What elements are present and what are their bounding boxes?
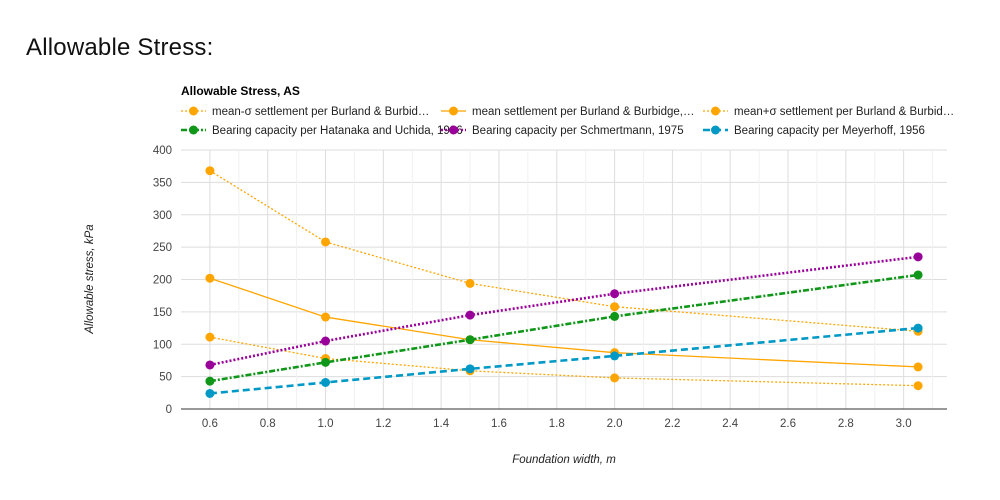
x-tick-label: 1.8 [549, 418, 565, 430]
data-point [913, 323, 923, 333]
data-point [205, 360, 215, 370]
legend-swatch-point [711, 125, 720, 135]
x-tick-label: 2.8 [838, 418, 854, 430]
series-1 [205, 166, 923, 336]
y-tick-label: 200 [153, 275, 172, 287]
series-line [209, 326, 919, 395]
x-tick-label: 2.6 [780, 418, 796, 430]
x-tick-label: 3.0 [896, 418, 912, 430]
data-point [465, 278, 475, 288]
y-tick-label: 250 [153, 242, 172, 254]
y-tick-label: 150 [153, 307, 172, 319]
y-tick-label: 350 [153, 177, 172, 189]
legend-item: Bearing capacity per Meyerhoff, 1956 [703, 125, 925, 137]
legend-item: Bearing capacity per Hatanaka and Uchida… [181, 125, 463, 137]
y-tick-label: 100 [153, 339, 172, 351]
legend-item: mean-σ settlement per Burland & Burbid… [181, 106, 429, 118]
data-point [321, 312, 331, 322]
legend-label: mean+σ settlement per Burland & Burbid… [734, 106, 954, 118]
data-point [321, 336, 331, 346]
legend-label: mean settlement per Burland & Burbidge,… [472, 106, 694, 118]
series-line [209, 277, 919, 368]
data-point [321, 377, 331, 387]
legend-swatch-point [449, 125, 458, 135]
data-point [205, 166, 215, 176]
data-point [610, 302, 620, 312]
data-point [205, 376, 215, 386]
legend-item: Bearing capacity per Schmertmann, 1975 [441, 125, 684, 137]
legend-label: Bearing capacity per Meyerhoff, 1956 [734, 125, 925, 137]
legend-item: mean settlement per Burland & Burbidge,… [441, 106, 694, 118]
x-tick-label: 1.2 [375, 418, 391, 430]
chart-series [205, 166, 923, 398]
data-point [205, 273, 215, 283]
data-point [610, 311, 620, 321]
data-point [610, 351, 620, 361]
x-tick-label: 1.0 [318, 418, 334, 430]
legend-label: Bearing capacity per Schmertmann, 1975 [472, 125, 684, 137]
legend-label: Bearing capacity per Hatanaka and Uchida… [212, 125, 463, 137]
series-line [209, 336, 919, 387]
chart-legend: mean-σ settlement per Burland & Burbid… m… [181, 106, 954, 137]
x-tick-label: 0.8 [260, 418, 276, 430]
series-5 [205, 252, 923, 370]
x-tick-label: 2.2 [664, 418, 680, 430]
data-point [321, 357, 331, 367]
y-tick-label: 300 [153, 210, 172, 222]
data-point [913, 252, 923, 262]
page-title: Allowable Stress: [26, 34, 214, 61]
chart-title: Allowable Stress, AS [181, 84, 300, 98]
y-tick-label: 400 [153, 145, 172, 157]
legend-swatch-point [711, 106, 720, 116]
series-line [209, 170, 919, 332]
y-tick-label: 50 [159, 372, 172, 384]
data-point [205, 388, 215, 398]
legend-label: mean-σ settlement per Burland & Burbid… [212, 106, 429, 118]
x-tick-label: 2.4 [722, 418, 739, 430]
x-tick-label: 1.4 [433, 418, 450, 430]
data-point [465, 310, 475, 320]
series-6 [205, 323, 923, 398]
legend-swatch-point [189, 125, 198, 135]
y-tick-label: 0 [166, 404, 172, 416]
data-point [465, 364, 475, 374]
chart-grid [181, 149, 947, 409]
x-tick-label: 1.6 [491, 418, 507, 430]
data-point [913, 270, 923, 280]
data-point [610, 373, 620, 383]
legend-swatch-point [449, 106, 458, 116]
series-line [209, 273, 919, 383]
legend-item: mean+σ settlement per Burland & Burbid… [703, 106, 954, 118]
data-point [321, 237, 331, 247]
legend-swatch-point [189, 106, 198, 116]
data-point [205, 332, 215, 342]
x-tick-label: 2.0 [607, 418, 623, 430]
data-point [913, 381, 923, 391]
data-point [913, 362, 923, 372]
x-tick-label: 0.6 [202, 418, 218, 430]
series-4 [205, 270, 923, 386]
data-point [465, 335, 475, 345]
chart-axes: 0 50 100 150 200 250 300 350 400 0.6 0.8 1.0 1.2 1.4 1… [153, 145, 947, 430]
data-point [610, 289, 620, 299]
x-axis-title: Foundation width, m [512, 454, 616, 466]
y-axis-title: Allowable stress, kPa [84, 224, 96, 334]
